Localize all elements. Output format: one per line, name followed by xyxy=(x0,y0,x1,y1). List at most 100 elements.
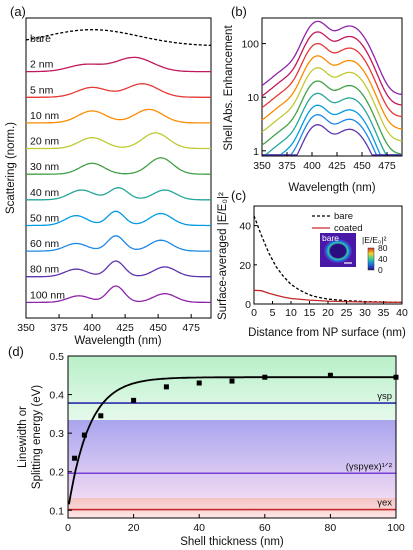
panel-d-fit-curve xyxy=(68,376,396,505)
panel-c-x-tick-label: 20 xyxy=(322,307,334,319)
scattering-curve-2-nm xyxy=(26,56,211,73)
field-curve-coated xyxy=(253,289,403,304)
panel-c-x-tick-label: 10 xyxy=(285,307,297,319)
panel-b-curves xyxy=(261,20,403,156)
panel-b-x-tick-label: 375 xyxy=(278,160,296,172)
series-label-2-nm: 2 nm xyxy=(30,59,54,71)
panel-b-x-tick-label: 450 xyxy=(353,160,371,172)
series-label-5-nm: 5 nm xyxy=(30,84,54,96)
scattering-curve-50-nm xyxy=(26,210,211,227)
enhancement-curve-3 xyxy=(261,55,403,130)
panel-c-x-tick-label: 40 xyxy=(396,307,408,319)
panel-c-tag: (c) xyxy=(231,188,246,203)
data-point xyxy=(72,455,78,461)
colorbar-tick-min: 0 xyxy=(378,265,383,275)
panel-c-x-tick-label: 35 xyxy=(378,307,390,319)
panel-d-reference-lines: γsp (γspγex)¹ᐟ² γex xyxy=(68,391,396,511)
scattering-curve-20-nm xyxy=(26,132,211,150)
panel-d-y-tick-label: 0.2 xyxy=(49,467,64,479)
scattering-curve-5-nm xyxy=(26,83,211,98)
data-point xyxy=(196,380,202,386)
panel-a-x-tick-label: 350 xyxy=(17,322,35,334)
field-curve-bare xyxy=(253,215,403,304)
inset-particle xyxy=(330,244,346,258)
panel-a-x-ticks: 350 375 400 425 450 475 xyxy=(17,314,200,334)
data-point xyxy=(229,378,235,384)
panel-d-x-tick-label: 0 xyxy=(65,522,71,534)
enhancement-curve-6 xyxy=(262,92,402,156)
panel-a-x-label: Wavelength (nm) xyxy=(74,335,161,347)
data-point xyxy=(163,384,169,390)
panel-d-y-tick-label: 0.3 xyxy=(49,428,64,440)
panel-c-y-label: Surface-averaged |E/E₀|² xyxy=(217,192,229,320)
panel-d-x-tick-label: 80 xyxy=(325,522,337,534)
panel-b-frame xyxy=(261,17,403,157)
series-label-60-nm: 60 nm xyxy=(30,238,59,250)
scattering-curve-10-nm xyxy=(26,108,211,124)
panel-b-x-tick-label: 400 xyxy=(303,160,321,172)
panel-d-x-tick-label: 60 xyxy=(259,522,271,534)
panel-d-y-label-1: Linewidth or xyxy=(17,406,29,468)
data-point xyxy=(98,413,104,419)
panel-a-x-tick-label: 375 xyxy=(50,322,68,334)
data-point xyxy=(131,397,137,403)
panel-d-x-tick-label: 40 xyxy=(193,522,205,534)
panel-a: bare 2 nm 5 nm 10 nm 20 nm 30 nm 40 nm 50 nm 60 … xyxy=(5,4,212,347)
panel-a-tag: (a) xyxy=(10,4,26,19)
panel-b-y-label: Shell Abs. Enhancement xyxy=(223,25,235,151)
band-purple xyxy=(68,420,396,498)
enhancement-curve-9 xyxy=(262,124,402,156)
panel-c-y-tick-label: 20 xyxy=(239,260,251,272)
enhancement-curve-1 xyxy=(261,31,403,106)
panel-b-tag: (b) xyxy=(231,4,247,19)
enhancement-curve-7 xyxy=(262,104,402,156)
panel-c-inset: bare |E/E₀|² 80 40 0 xyxy=(320,233,388,275)
panel-c-curves xyxy=(253,215,403,304)
band-red xyxy=(68,498,396,518)
panel-d-y-tick-label: 0.4 xyxy=(49,390,64,402)
panel-a-curves xyxy=(25,29,212,304)
data-point xyxy=(81,432,87,438)
series-label-30-nm: 30 nm xyxy=(30,161,59,173)
legend-bare-label: bare xyxy=(334,211,353,222)
panel-a-x-tick-label: 475 xyxy=(182,322,200,334)
panel-a-y-label: Scattering (norm.) xyxy=(5,122,17,214)
panel-a-frame xyxy=(25,17,212,319)
scattering-curve-80-nm xyxy=(26,260,211,278)
panel-d-x-tick-label: 100 xyxy=(387,522,405,534)
enhancement-curve-5 xyxy=(261,80,403,155)
band-green xyxy=(68,356,396,420)
panel-b-y-tick-label: 1 xyxy=(253,146,259,158)
scattering-curve-40-nm xyxy=(26,187,211,201)
panel-c-x-tick-label: 0 xyxy=(251,307,257,319)
panel-b-x-label: Wavelength (nm) xyxy=(288,182,375,194)
colorbar-tick-mid: 40 xyxy=(378,254,388,264)
reference-line-label-2: γex xyxy=(377,498,392,509)
panel-c-legend: bare coated xyxy=(312,211,363,234)
series-label-100-nm: 100 nm xyxy=(30,289,65,301)
series-label-40-nm: 40 nm xyxy=(30,187,59,199)
enhancement-curve-8 xyxy=(262,114,402,156)
scattering-curve-100-nm xyxy=(26,285,211,304)
series-label-80-nm: 80 nm xyxy=(30,264,59,276)
panel-d-x-label: Shell thickness (nm) xyxy=(180,536,284,548)
panel-a-series-labels: bare 2 nm 5 nm 10 nm 20 nm 30 nm 40 nm 50 nm 60 … xyxy=(30,33,65,301)
panel-d-x-tick-label: 20 xyxy=(128,522,140,534)
colorbar-label: |E/E₀|² xyxy=(362,235,387,245)
panel-c-x-tick-label: 5 xyxy=(270,307,276,319)
panel-d-y-tick-label: 0.5 xyxy=(49,351,64,363)
enhancement-curve-2 xyxy=(261,42,403,118)
scattering-curve-bare xyxy=(25,29,212,47)
panel-d-ticks: 0 20 40 60 80 100 0.1 0.2 0.3 0.4 0.5 xyxy=(49,351,405,534)
enhancement-curve-0 xyxy=(261,20,403,96)
panel-b-y-tick-label: 100 xyxy=(241,39,259,51)
panel-b-ticks: 350 375 400 425 450 475 1 10 100 xyxy=(241,39,395,172)
scattering-curve-60-nm xyxy=(26,235,211,252)
panel-c-x-tick-label: 30 xyxy=(359,307,371,319)
inset-label: bare xyxy=(322,233,339,243)
panel-b: 350 375 400 425 450 475 1 10 100 Wavelength (nm)… xyxy=(223,4,403,194)
series-label-bare: bare xyxy=(30,33,51,45)
